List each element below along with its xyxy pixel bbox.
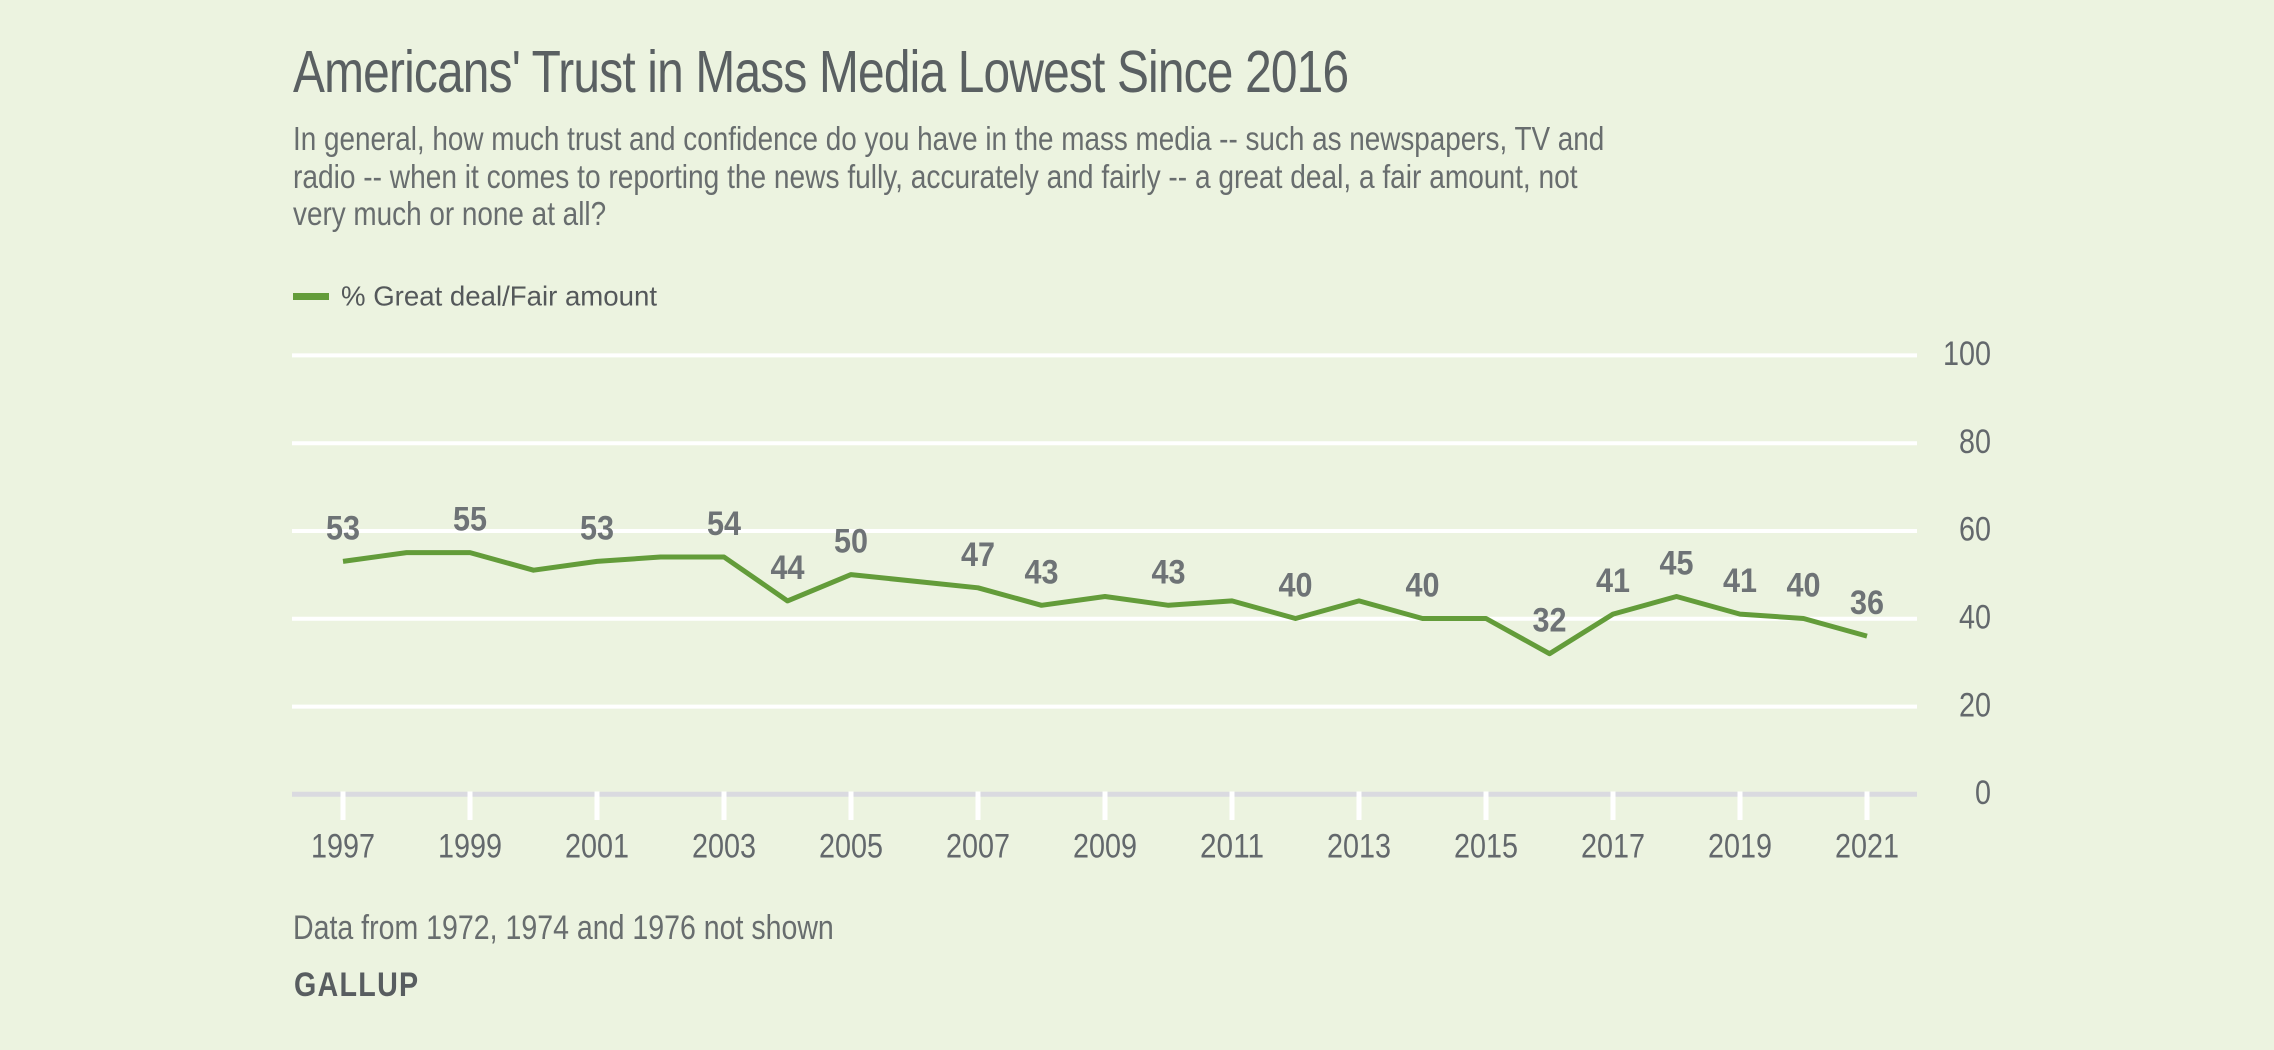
svg-text:40: 40	[1959, 599, 1991, 637]
svg-text:2009: 2009	[1073, 828, 1137, 866]
svg-text:2001: 2001	[565, 828, 629, 866]
svg-text:1999: 1999	[438, 828, 502, 866]
svg-text:55: 55	[453, 501, 487, 539]
svg-text:41: 41	[1723, 562, 1757, 600]
svg-text:53: 53	[326, 509, 360, 547]
svg-text:2021: 2021	[1835, 828, 1899, 866]
svg-text:2019: 2019	[1708, 828, 1772, 866]
svg-text:40: 40	[1279, 567, 1313, 605]
svg-text:40: 40	[1406, 567, 1440, 605]
svg-text:2007: 2007	[946, 828, 1010, 866]
svg-text:53: 53	[580, 509, 614, 547]
svg-text:% Great deal/Fair amount: % Great deal/Fair amount	[341, 281, 657, 312]
svg-text:36: 36	[1850, 584, 1884, 622]
svg-text:50: 50	[834, 523, 868, 561]
svg-text:1997: 1997	[311, 828, 375, 866]
svg-text:41: 41	[1596, 562, 1630, 600]
svg-text:2017: 2017	[1581, 828, 1645, 866]
svg-text:100: 100	[1943, 335, 1991, 373]
svg-text:2005: 2005	[819, 828, 883, 866]
svg-text:2015: 2015	[1454, 828, 1518, 866]
svg-text:43: 43	[1152, 553, 1186, 591]
svg-text:2011: 2011	[1200, 828, 1264, 866]
svg-text:20: 20	[1959, 686, 1991, 724]
svg-text:45: 45	[1660, 545, 1694, 583]
svg-text:32: 32	[1533, 602, 1567, 640]
svg-text:47: 47	[961, 536, 995, 574]
svg-text:2013: 2013	[1327, 828, 1391, 866]
svg-text:43: 43	[1025, 553, 1059, 591]
svg-text:44: 44	[771, 549, 805, 587]
svg-text:2003: 2003	[692, 828, 756, 866]
svg-text:40: 40	[1787, 567, 1821, 605]
svg-text:80: 80	[1959, 423, 1991, 461]
svg-text:60: 60	[1959, 511, 1991, 549]
svg-text:0: 0	[1975, 774, 1991, 812]
svg-text:54: 54	[707, 505, 741, 543]
